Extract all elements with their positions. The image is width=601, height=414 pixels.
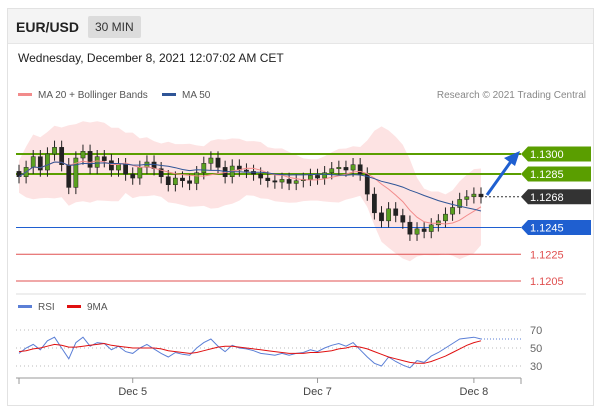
candle-body [336,167,342,169]
candle-body [272,180,278,183]
rsi-legend-label-0: RSI [38,302,55,313]
candle-body [478,193,484,198]
candle-body [201,163,207,173]
candle-body [52,147,57,155]
ma20-line [18,160,482,225]
level-badge-1.1285 [521,166,591,182]
candle-body [59,147,65,165]
candle-body [215,157,221,168]
candle-body [293,180,299,184]
candle-body [137,167,143,179]
bollinger-band [19,121,481,262]
candle-body [414,228,420,235]
candle-body [379,212,384,222]
symbol-title: EUR/USD [16,19,80,35]
rsi-tick-70: 70 [530,325,542,337]
candle-body [329,168,335,173]
candle-body [464,196,470,200]
projection-arrow-head [504,151,520,166]
candle-body [400,215,406,223]
level-badge-1.1300 [521,146,591,162]
candle-body [258,173,264,179]
candle-body [421,228,427,232]
candle-body [208,157,214,164]
candle-body [357,164,363,175]
legend-label-1: MA 50 [182,90,211,101]
rsi-tick-30: 30 [530,361,542,373]
rsi-legend-label-1: 9MA [87,302,108,313]
rsi-series-9MA [18,340,482,364]
candle-body [66,164,72,188]
level-badge-1.1268 [521,189,591,205]
legend-swatch-0 [18,93,32,96]
candle-body [322,172,328,179]
rsi-legend-swatch-0 [18,305,32,308]
x-tick-label-0: Dec 5 [118,386,147,398]
level-label-1.1225: 1.1225 [530,249,564,261]
candle-body [130,173,136,179]
rsi-legend-swatch-1 [67,305,81,308]
candle-body [386,208,391,222]
candle-body [101,156,107,161]
candle-body [265,177,271,181]
candle-body [123,164,128,175]
candle-body [80,151,86,159]
level-label-1.1245: 1.1245 [530,223,564,235]
candle-body [45,153,50,171]
candle-body [286,179,292,184]
candle-body [194,172,200,184]
candle-body [251,171,256,175]
x-tick-label-1: Dec 7 [303,386,332,398]
candle-body [308,175,313,180]
candle-body [172,177,178,185]
candle-body [450,207,455,215]
candle-body [180,177,185,181]
x-tick-label-2: Dec 8 [460,386,489,398]
level-label-1.1285: 1.1285 [530,169,564,181]
candle-body [407,221,413,235]
ma50-line [18,161,482,212]
level-badge-1.1245 [521,220,591,236]
candle-body [109,160,114,171]
candle-body [457,199,463,208]
candle-body [350,164,356,171]
projection-arrow-shaft [485,159,514,196]
candle-body [30,156,36,168]
level-label-1.1300: 1.1300 [530,149,564,161]
candle-body [372,193,377,214]
legend-label-0: MA 20 + Bollinger Bands [38,90,148,101]
candle-body [315,175,320,179]
level-label-1.1205: 1.1205 [530,276,564,288]
legend-swatch-1 [162,93,176,96]
candle-body [428,224,434,232]
candle-body [158,168,164,177]
candle-body [116,164,121,171]
rsi-series-RSI [18,336,482,369]
candle-body [244,169,249,172]
candle-body [94,156,100,168]
candle-body [187,180,192,184]
candle-body [37,156,43,171]
candle-body [393,208,399,216]
candle-body [279,179,285,183]
candle-body [73,157,79,188]
candle-body [443,213,448,222]
rsi-tick-50: 50 [530,343,542,355]
level-label-1.1268: 1.1268 [530,192,564,204]
source-credit: Research © 2021 Trading Central [437,90,586,101]
candle-body [87,151,93,168]
chart-header: EUR/USD 30 MIN [8,9,593,44]
candle-body [471,193,477,198]
candle-body [16,171,22,177]
chart-datetime: Wednesday, December 8, 2021 12:07:02 AM … [18,51,284,65]
chart-widget: EUR/USD 30 MIN Wednesday, December 8, 20… [7,8,594,406]
candle-body [343,167,349,171]
candle-body [165,176,171,185]
timeframe-button[interactable]: 30 MIN [88,16,141,38]
